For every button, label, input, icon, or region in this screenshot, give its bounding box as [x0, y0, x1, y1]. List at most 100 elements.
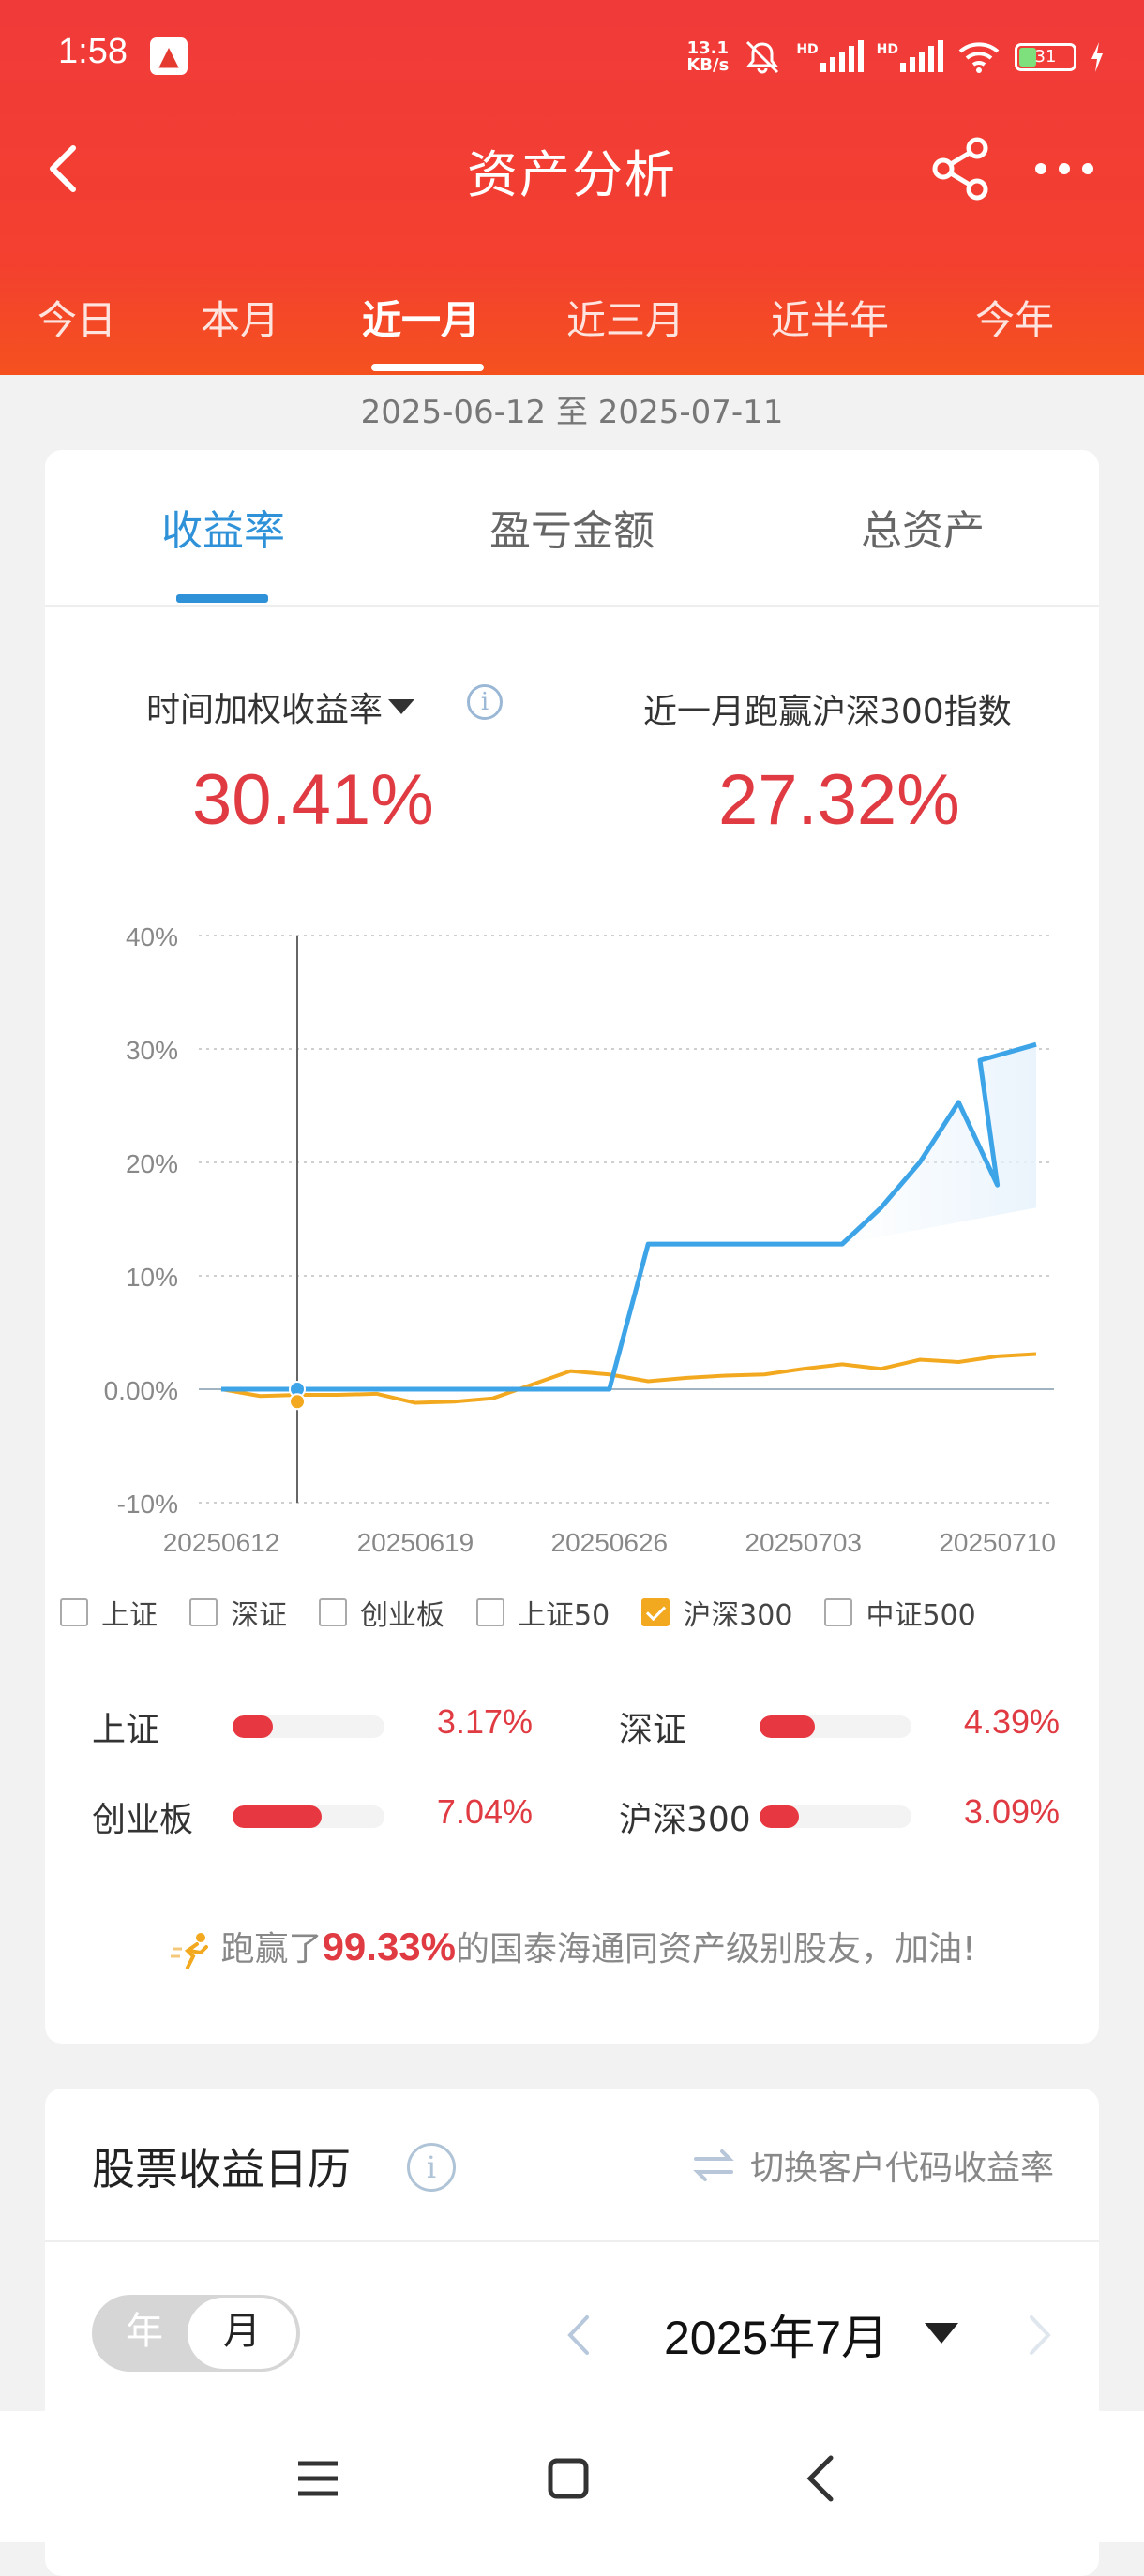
index-name: 创业板: [92, 1801, 194, 1839]
x-tick-label: 20250626: [551, 1528, 669, 1557]
legend-label: 深证: [231, 1599, 287, 1632]
twr-label: 时间加权收益率: [146, 691, 384, 729]
legend-item[interactable]: 中证500: [824, 1589, 976, 1636]
tab-last-3-months[interactable]: 近三月: [566, 297, 685, 343]
mute-icon: [746, 40, 779, 74]
legend-item[interactable]: 深证: [189, 1589, 287, 1636]
series-hs300-line: [220, 1352, 1037, 1405]
twr-value: 30.41%: [192, 760, 434, 840]
info-icon[interactable]: i: [467, 684, 503, 720]
month-selector[interactable]: 2025年7月: [664, 2312, 889, 2364]
index-compare: 上证 3.17% 深证 4.39% 创业板 7.04% 沪深300 3.09%: [0, 1687, 1144, 1875]
back-nav-icon[interactable]: [803, 2454, 840, 2503]
switch-client-code-button[interactable]: 切换客户代码收益率: [692, 2141, 1054, 2190]
switch-arrows-icon: [693, 2149, 734, 2181]
tab-this-year[interactable]: 今年: [975, 297, 1055, 343]
series-portfolio-line: [221, 1041, 1037, 1392]
legend-label: 上证50: [518, 1599, 610, 1632]
app-notification-icon: ▲: [150, 37, 188, 75]
signal-1: HD: [796, 40, 864, 72]
charging-icon: [1091, 42, 1103, 72]
back-button[interactable]: [38, 141, 94, 197]
index-bar: [233, 1715, 384, 1738]
y-tick-label: 20%: [126, 1149, 178, 1178]
cursor-point-hs300: [289, 1393, 306, 1411]
index-value: 7.04%: [436, 1792, 533, 1831]
metric-tab-indicator: [176, 594, 268, 603]
area-fill: [842, 1044, 1036, 1245]
date-range: 2025-06-12 至 2025-07-11: [360, 394, 784, 431]
legend-item[interactable]: 上证50: [476, 1589, 610, 1636]
legend-item[interactable]: 上证: [60, 1589, 158, 1636]
legend-checkbox[interactable]: [319, 1598, 347, 1626]
app-header: [0, 0, 1144, 375]
home-icon[interactable]: [548, 2458, 589, 2499]
tab-last-month[interactable]: 近一月: [362, 297, 481, 343]
legend-checkbox[interactable]: [189, 1598, 218, 1626]
return-chart[interactable]: 40% 30% 20% 10% 0.00% -10% 20250612 20250619 202…: [0, 0, 1144, 1594]
index-bar-fill: [760, 1805, 799, 1828]
toggle-month[interactable]: 月: [223, 2310, 261, 2353]
legend-label: 上证: [101, 1599, 158, 1632]
index-value: 3.09%: [963, 1792, 1060, 1831]
year-month-toggle[interactable]: 年 月: [92, 2295, 300, 2372]
beat-index-value: 27.32%: [718, 760, 960, 840]
legend-item[interactable]: 创业板: [319, 1589, 444, 1636]
toggle-year[interactable]: 年: [126, 2310, 163, 2353]
index-value: 4.39%: [963, 1702, 1060, 1741]
y-tick-label: 30%: [126, 1036, 178, 1065]
index-name: 深证: [619, 1711, 687, 1749]
battery-icon: 31: [1015, 43, 1076, 71]
y-tick-label: 10%: [126, 1263, 178, 1292]
legend-checkbox[interactable]: [60, 1598, 88, 1626]
x-tick-label: 20250619: [357, 1528, 474, 1557]
index-bar-fill: [233, 1715, 273, 1738]
tab-profit-loss[interactable]: 盈亏金额: [489, 507, 655, 555]
index-legend: 上证 深证 创业板 上证50 沪深300 中证500: [60, 1589, 1063, 1636]
toggle-knob: [188, 2298, 296, 2369]
status-time: 1:58: [58, 32, 128, 71]
calendar-info-icon[interactable]: i: [407, 2143, 456, 2192]
legend-checkbox[interactable]: [641, 1598, 670, 1626]
next-month-button[interactable]: [1020, 2312, 1058, 2359]
page-title: 资产分析: [467, 145, 677, 204]
y-tick-label: 0.00%: [104, 1376, 178, 1405]
x-tick-label: 20250703: [745, 1528, 862, 1557]
month-dropdown-icon[interactable]: [921, 2317, 962, 2349]
status-bar: 1:58 ▲ 13.1 KB/s HD HD 31: [0, 0, 1144, 112]
legend-checkbox[interactable]: [476, 1598, 504, 1626]
beat-banner: 跑赢了99.33%的国泰海通同资产级别股友，加油!: [0, 1922, 1144, 1971]
x-tick-label: 20250710: [939, 1528, 1056, 1557]
legend-checkbox[interactable]: [824, 1598, 853, 1626]
tab-total-assets[interactable]: 总资产: [861, 507, 985, 555]
index-bar: [760, 1715, 911, 1738]
beat-suffix: 的国泰海通同资产级别股友，加油!: [456, 1930, 976, 1969]
index-bar-fill: [760, 1715, 816, 1738]
legend-item[interactable]: 沪深300: [641, 1589, 792, 1636]
tab-this-month[interactable]: 本月: [201, 297, 280, 343]
tab-return-rate[interactable]: 收益率: [161, 507, 285, 555]
legend-label: 中证500: [866, 1599, 976, 1632]
caret-down-icon: [388, 699, 415, 714]
share-button[interactable]: [928, 135, 994, 201]
legend-label: 创业板: [360, 1599, 444, 1632]
prev-month-button[interactable]: [561, 2312, 598, 2359]
signal-2: HD: [877, 40, 943, 72]
index-bar: [233, 1805, 384, 1828]
calendar-title: 股票收益日历: [92, 2144, 351, 2194]
more-button[interactable]: [1031, 141, 1097, 197]
beat-index-label: 近一月跑赢沪深300指数: [643, 693, 1012, 731]
beat-percent: 99.33%: [322, 1925, 457, 1969]
tab-today[interactable]: 今日: [38, 297, 117, 343]
y-tick-label: -10%: [117, 1490, 178, 1519]
index-name: 上证: [92, 1711, 160, 1749]
index-bar-fill: [233, 1805, 323, 1828]
tab-last-half-year[interactable]: 近半年: [771, 297, 890, 343]
net-speed: 13.1 KB/s: [686, 38, 730, 75]
menu-icon[interactable]: [296, 2458, 339, 2499]
index-value: 3.17%: [436, 1702, 533, 1741]
index-bar: [760, 1805, 911, 1828]
period-tabs: 今日 本月 近一月 近三月 近半年 今年: [0, 281, 1144, 375]
legend-label: 沪深300: [683, 1599, 793, 1632]
twr-label-group[interactable]: 时间加权收益率: [146, 682, 416, 731]
